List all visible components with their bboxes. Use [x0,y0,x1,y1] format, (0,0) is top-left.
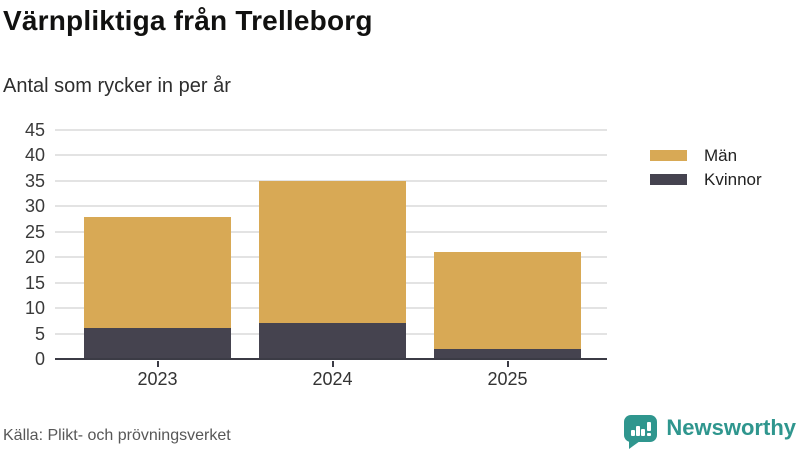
bar-chart-speech-bubble-icon [624,415,658,449]
page-title: Värnpliktiga från Trelleborg [3,5,373,36]
bar-2024-man [259,180,406,324]
legend-item-kvinnor: Kvinnor [650,170,762,189]
x-tick-2024 [331,361,334,367]
x-tick-label-2023: 2023 [137,369,178,389]
chart-legend: Män Kvinnor [650,146,762,194]
bar-2025-man [434,252,581,349]
legend-label: Män [704,145,738,165]
gridline-45 [55,129,607,131]
y-tick-label-15: 15 [24,272,45,293]
exclamation-dot [647,432,651,436]
bar-2023-kvinnor [84,328,231,359]
plot-area: 0 5 10 15 20 25 30 35 40 45 2023 2024 2025 [25,120,607,389]
speech-bubble-tail [629,441,641,449]
bar-2023-man [84,216,231,329]
exclamation-bar [647,421,651,431]
x-tick-2023 [156,361,159,367]
newsworthy-logo: Newsworthy [624,413,796,449]
y-tick-label-20: 20 [24,247,45,268]
legend-item-män: Män [650,146,762,165]
x-tick-label-2024: 2024 [312,369,353,389]
y-tick-label-35: 35 [24,170,45,191]
y-tick-label-40: 40 [24,145,45,166]
bar-2024-kvinnor [259,323,406,359]
y-tick-label-0: 0 [34,349,45,369]
bar-2025-kvinnor [434,348,581,359]
y-tick-label-30: 30 [24,196,45,217]
y-tick-label-45: 45 [24,120,45,140]
y-tick-label-10: 10 [24,298,45,319]
brand-name: Newsworthy [666,415,796,440]
legend-swatch [650,150,687,161]
page-subtitle: Antal som rycker in per år [3,75,231,97]
x-tick-label-2025: 2025 [487,369,528,389]
legend-label: Kvinnor [704,169,762,189]
y-tick-label-25: 25 [24,221,45,242]
x-tick-2025 [506,361,509,367]
legend-swatch [650,174,687,185]
x-axis-line [55,357,607,360]
gridline-40 [55,154,607,157]
gridline-35 [55,179,607,182]
y-tick-label-5: 5 [34,323,45,344]
source-note: Källa: Plikt- och prövningsverket [3,427,231,444]
